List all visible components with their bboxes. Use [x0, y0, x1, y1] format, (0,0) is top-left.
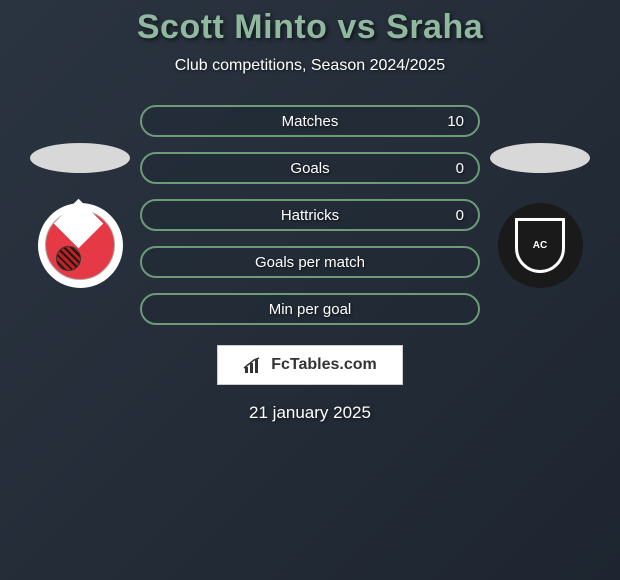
stat-row-goals-per-match: Goals per match	[140, 246, 480, 278]
subtitle: Club competitions, Season 2024/2025	[175, 57, 445, 75]
club-left-logo-shape	[54, 199, 103, 248]
stat-label: Goals	[290, 160, 329, 177]
stat-row-goals: Goals 0	[140, 152, 480, 184]
stat-row-matches: Matches 10	[140, 105, 480, 137]
player-right-photo	[490, 143, 590, 173]
stats-column: Matches 10 Goals 0 Hattricks 0 Goals per…	[140, 105, 480, 325]
fctables-text: FcTables.com	[271, 356, 377, 374]
page-title: Scott Minto vs Sraha	[137, 8, 483, 47]
stat-label: Hattricks	[281, 207, 339, 224]
stat-value-right: 0	[456, 207, 464, 224]
club-right-logo: AC	[498, 203, 583, 288]
club-left-logo	[38, 203, 123, 288]
club-right-logo-inner: AC	[515, 218, 565, 273]
club-left-logo-ball	[56, 246, 81, 271]
stat-label: Min per goal	[269, 301, 352, 318]
player-right-column: AC	[480, 143, 600, 288]
stat-row-hattricks: Hattricks 0	[140, 199, 480, 231]
player-left-column	[20, 143, 140, 288]
chart-icon	[243, 357, 263, 373]
content-row: Matches 10 Goals 0 Hattricks 0 Goals per…	[0, 105, 620, 325]
stat-row-min-per-goal: Min per goal	[140, 293, 480, 325]
stats-card: Scott Minto vs Sraha Club competitions, …	[0, 0, 620, 423]
date-text: 21 january 2025	[249, 403, 371, 423]
stat-label: Goals per match	[255, 254, 365, 271]
fctables-badge[interactable]: FcTables.com	[217, 345, 403, 385]
stat-value-right: 0	[456, 160, 464, 177]
player-left-photo	[30, 143, 130, 173]
stat-value-right: 10	[447, 113, 464, 130]
club-left-logo-inner	[45, 210, 115, 280]
stat-label: Matches	[282, 113, 339, 130]
